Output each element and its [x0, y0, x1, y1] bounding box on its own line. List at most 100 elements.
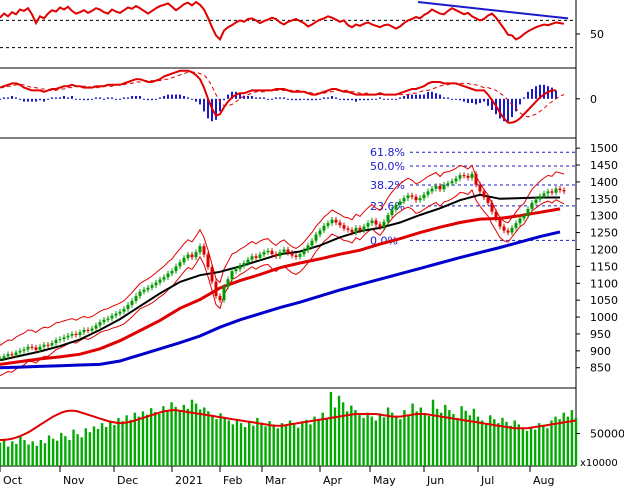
volume-bar	[505, 421, 508, 466]
macd-tick-label: 0	[590, 93, 597, 106]
macd-histogram-bar	[111, 97, 113, 99]
price-tick-label: 900	[590, 345, 611, 358]
macd-histogram-bar	[503, 98, 505, 122]
volume-bar	[476, 416, 480, 466]
macd-histogram-bar	[475, 98, 477, 105]
price-tick-label: 850	[590, 362, 611, 375]
volume-bar	[219, 413, 222, 466]
candle-body	[502, 226, 506, 231]
volume-tick-label: 50000	[590, 428, 624, 441]
volume-bar	[43, 443, 47, 466]
candle-body	[18, 350, 22, 353]
macd-histogram-bar	[103, 98, 105, 100]
volume-bar	[366, 412, 369, 466]
candle-body	[554, 188, 558, 193]
macd-histogram-bar	[415, 94, 417, 99]
rsi-tick-label: 50	[590, 28, 604, 41]
macd-histogram-bar	[375, 98, 377, 100]
volume-bar	[562, 412, 565, 466]
volume-bar	[260, 422, 263, 466]
candle-body	[34, 347, 38, 350]
macd-histogram-bar	[227, 94, 229, 99]
volume-bar	[256, 417, 259, 466]
volume-bar	[211, 415, 214, 466]
volume-bar	[239, 423, 243, 466]
macd-histogram-bar	[551, 87, 553, 99]
volume-bar	[513, 420, 516, 466]
volume-bar	[390, 412, 394, 466]
volume-bar	[370, 416, 373, 466]
candle-body	[454, 178, 458, 182]
candle-body	[326, 223, 330, 226]
macd-histogram-bar	[331, 96, 333, 99]
macd-histogram-bar	[7, 97, 9, 99]
candle-body	[318, 230, 322, 235]
volume-bar	[570, 410, 574, 466]
candle-body	[42, 344, 46, 347]
volume-bar	[247, 421, 251, 466]
candle-body	[118, 311, 122, 314]
macd-histogram-bar	[219, 98, 221, 112]
macd-histogram-bar	[183, 96, 185, 99]
volume-bar	[529, 427, 533, 466]
candle-body	[142, 289, 146, 292]
candle-body	[10, 354, 14, 356]
candle-body	[146, 287, 150, 290]
macd-histogram-bar	[47, 98, 49, 100]
macd-histogram-bar	[87, 98, 89, 101]
volume-bar	[542, 425, 545, 466]
macd-histogram-bar	[471, 98, 473, 103]
macd-histogram-bar	[187, 97, 189, 99]
volume-bar	[407, 414, 410, 466]
candle-body	[406, 195, 410, 199]
candle-body	[498, 219, 502, 227]
macd-histogram-bar	[295, 98, 297, 101]
macd-histogram-bar	[139, 96, 141, 99]
candle-body	[458, 175, 462, 179]
macd-histogram-bar	[339, 98, 341, 100]
volume-bar	[55, 440, 59, 466]
macd-histogram-bar	[95, 97, 97, 99]
macd-histogram-bar	[387, 98, 389, 100]
x-axis-label: Dec	[117, 474, 138, 487]
macd-histogram-bar	[431, 91, 433, 99]
volume-bar	[341, 402, 345, 466]
candle-body	[322, 225, 326, 231]
volume-bar	[88, 432, 92, 466]
candle-body	[450, 181, 454, 184]
candle-body	[474, 173, 478, 185]
volume-bar	[460, 406, 463, 466]
candle-body	[138, 291, 142, 297]
volume-bar	[223, 417, 226, 466]
candle-body	[490, 202, 494, 212]
volume-bar	[145, 414, 149, 466]
volume-bar	[51, 438, 55, 466]
volume-bar	[497, 423, 500, 466]
candle-body	[70, 333, 74, 336]
candle-body	[82, 329, 86, 333]
volume-bar	[427, 415, 431, 466]
candle-body	[186, 254, 190, 258]
volume-bar	[276, 428, 279, 466]
macd-histogram-bar	[171, 94, 173, 99]
volume-bar	[464, 410, 467, 466]
candle-body	[250, 256, 254, 260]
candle-body	[134, 296, 138, 301]
macd-histogram-bar	[199, 98, 201, 105]
macd-histogram-bar	[191, 98, 193, 100]
candle-body	[86, 329, 90, 331]
candle-body	[350, 229, 354, 233]
candle-body	[234, 269, 238, 272]
macd-histogram-bar	[303, 98, 305, 100]
macd-histogram-bar	[15, 97, 17, 99]
volume-bar	[439, 412, 443, 466]
fibonacci-level-label: 38.2%	[370, 179, 405, 192]
macd-histogram-bar	[279, 97, 281, 99]
macd-histogram-bar	[499, 98, 501, 119]
candle-body	[122, 308, 126, 312]
volume-bar	[84, 428, 87, 466]
candle-body	[214, 281, 218, 297]
candle-body	[310, 240, 314, 246]
volume-bar	[423, 414, 427, 466]
macd-histogram-bar	[135, 96, 137, 99]
